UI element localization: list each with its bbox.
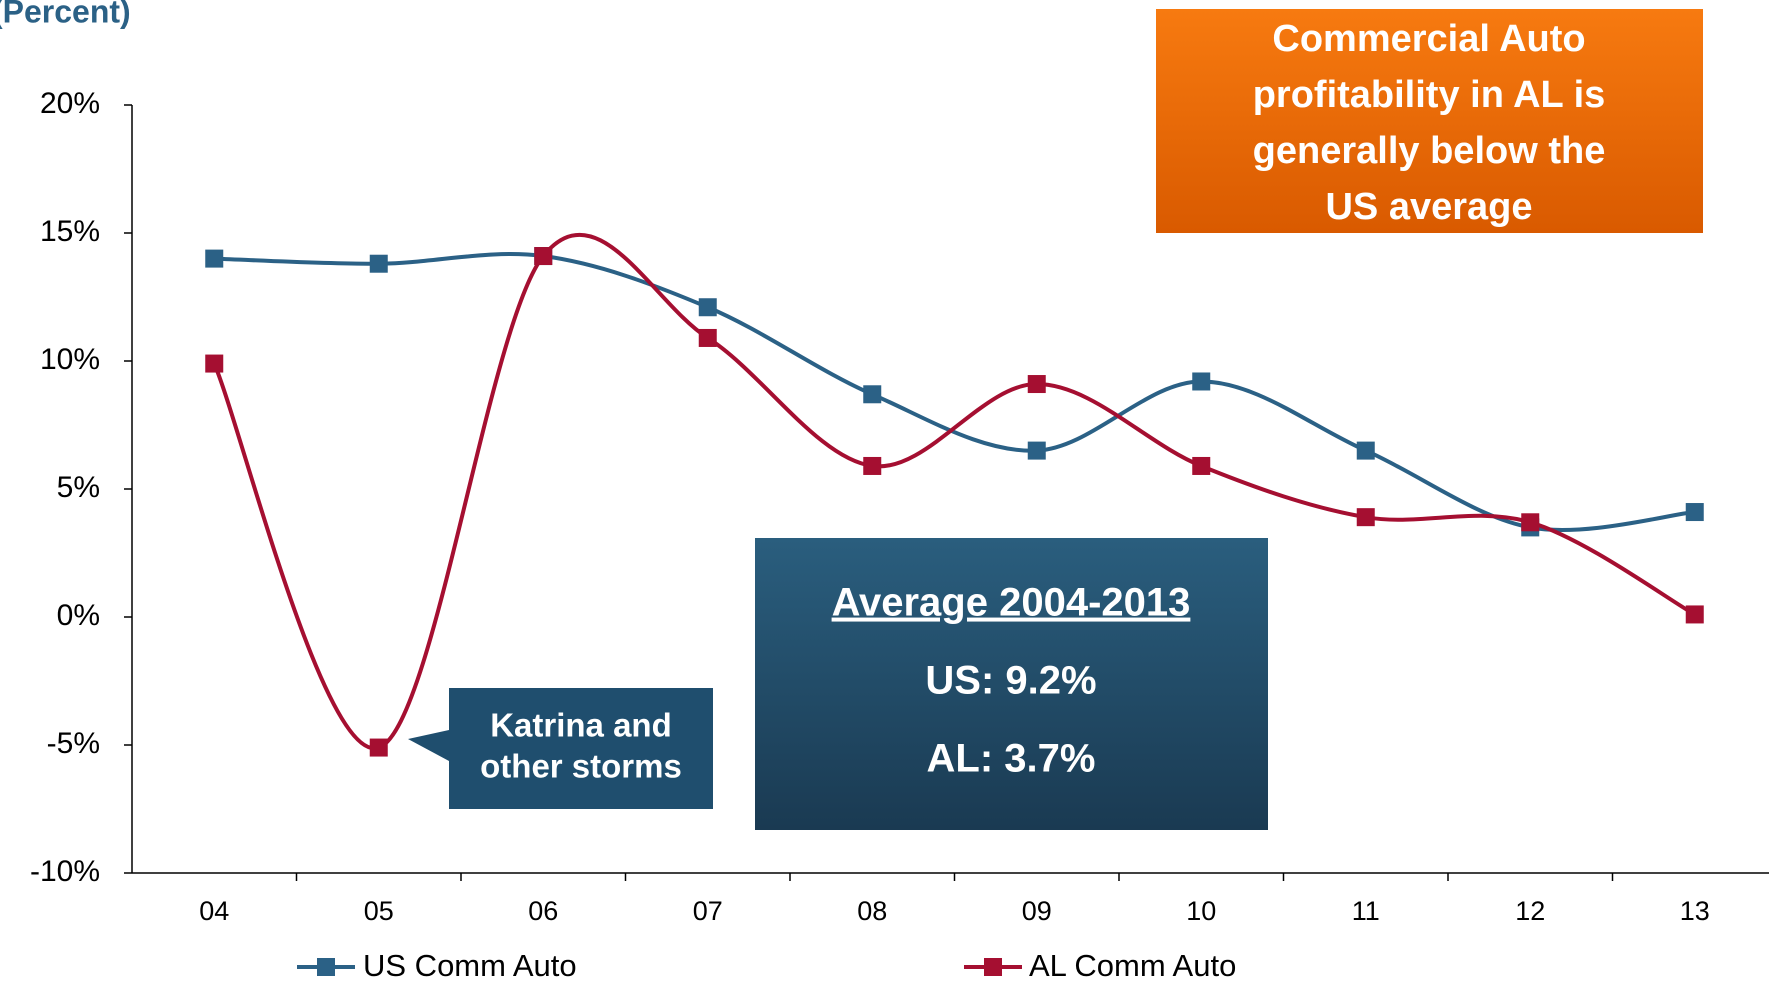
legend-marker <box>984 958 1002 976</box>
marker <box>863 385 882 404</box>
legend-marker <box>317 958 335 976</box>
marker <box>205 249 224 268</box>
x-tick-label: 06 <box>528 896 558 926</box>
x-tick-label: 09 <box>1022 896 1052 926</box>
average-text: AL: 3.7% <box>927 737 1096 781</box>
marker <box>863 456 882 475</box>
x-tick-label: 07 <box>693 896 723 926</box>
headline-text: generally below the <box>1253 130 1606 172</box>
marker <box>1356 508 1375 527</box>
y-tick-label: -5% <box>47 727 100 760</box>
marker <box>1027 375 1046 394</box>
average-text: US: 9.2% <box>925 659 1096 703</box>
y-tick-label: 0% <box>57 599 100 632</box>
marker <box>1027 441 1046 460</box>
marker <box>369 254 388 273</box>
marker <box>205 354 224 373</box>
marker <box>1685 605 1704 624</box>
series-line <box>212 232 1696 750</box>
marker <box>1685 503 1704 522</box>
x-tick-label: 13 <box>1680 896 1710 926</box>
average-text: Average 2004-2013 <box>832 581 1191 625</box>
marker <box>698 328 717 347</box>
y-tick-label: 15% <box>40 215 100 248</box>
headline-text: US average <box>1325 186 1532 228</box>
marker <box>1356 441 1375 460</box>
y-tick-label: 5% <box>57 471 100 504</box>
legend-label: US Comm Auto <box>363 948 577 981</box>
y-tick-label: 20% <box>40 87 100 120</box>
callout-box <box>408 688 713 809</box>
subtitle: (Percent) <box>0 0 131 29</box>
callout-text: Katrina and <box>490 707 672 744</box>
x-tick-label: 12 <box>1515 896 1545 926</box>
callout-text: other storms <box>480 748 682 785</box>
x-tick-label: 04 <box>199 896 229 926</box>
headline-box <box>1156 9 1703 233</box>
legend-label: AL Comm Auto <box>1029 948 1236 981</box>
series-line <box>214 252 1695 532</box>
x-tick-label: 10 <box>1186 896 1216 926</box>
marker <box>1521 513 1540 532</box>
x-tick-label: 05 <box>364 896 394 926</box>
headline-text: Commercial Auto <box>1272 18 1585 60</box>
marker <box>698 298 717 317</box>
marker <box>1192 456 1211 475</box>
y-tick-label: 10% <box>40 343 100 376</box>
headline-text: profitability in AL is <box>1253 74 1606 116</box>
x-tick-label: 08 <box>857 896 887 926</box>
marker <box>534 247 553 266</box>
x-tick-label: 11 <box>1352 896 1380 926</box>
average-box <box>755 538 1268 830</box>
y-tick-label: -10% <box>30 855 100 888</box>
marker <box>369 738 388 757</box>
marker <box>1192 372 1211 391</box>
